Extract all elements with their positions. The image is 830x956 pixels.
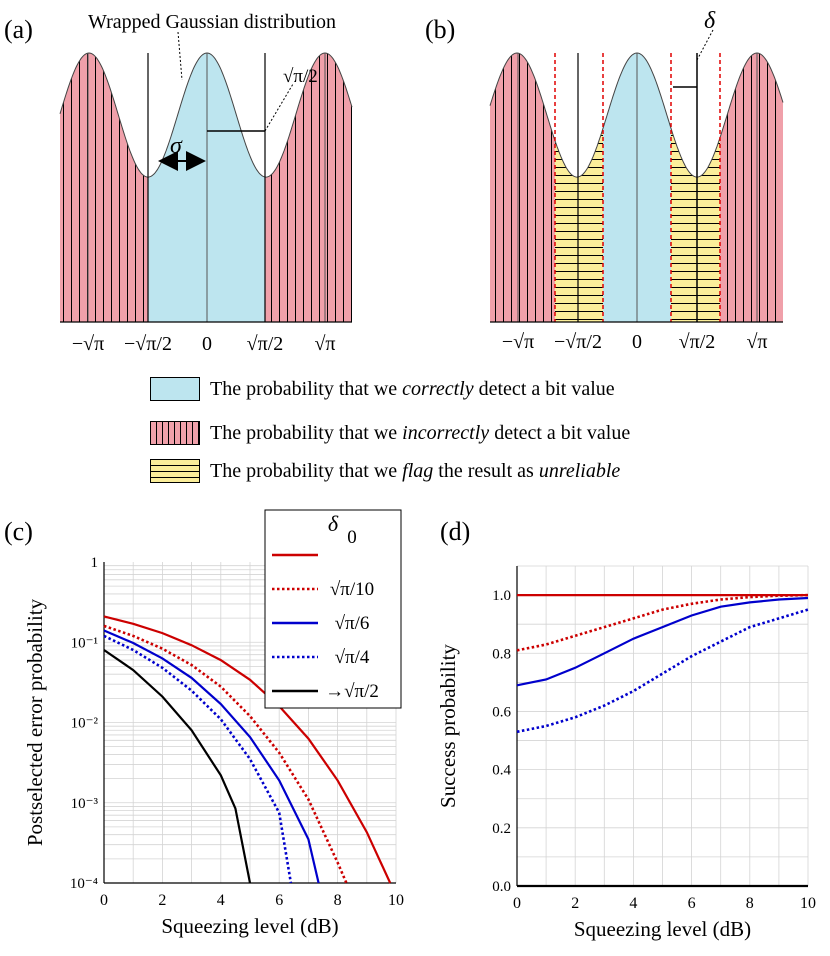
legend-flag-pre: The probability that we <box>210 459 398 482</box>
x-tick-label: 10 <box>388 892 404 909</box>
y-tick-label: 10⁻¹ <box>71 635 98 651</box>
delta-legend: δ 0 √π/10 √π/6 √π/4 →√π/2 <box>264 509 402 709</box>
delta-legend-label-2: √π/6 <box>335 613 370 634</box>
tick-a-0: −√π <box>72 333 104 355</box>
series-line-2 <box>103 629 320 884</box>
legend-incorrect-em: incorrectly <box>402 421 490 444</box>
tick-a-3: √π/2 <box>247 333 284 355</box>
legend-incorrect-post: detect a bit value <box>494 421 631 444</box>
panel-a-ticks: −√π −√π/2 0 √π/2 √π <box>72 333 336 355</box>
y-tick-label: 0.4 <box>492 763 511 779</box>
x-tick-label: 0 <box>100 892 108 909</box>
panel-b: (b) δ −√π −√π/2 0 √π/2 √π <box>425 8 784 353</box>
x-tick-label: 8 <box>334 892 342 909</box>
legend-correct: The probability that we correctly detect… <box>150 374 615 404</box>
x-axis-label: Squeezing level (dB) <box>161 914 338 938</box>
panel-d: (d) 0 2 4 6 8 10 0.0 0.2 0.4 0.6 0.8 1.0 Squeezing l… <box>436 517 816 941</box>
tick-b-1: −√π/2 <box>554 331 602 353</box>
incorrect-region <box>60 53 352 322</box>
panel-d-label: (d) <box>440 517 470 546</box>
gaussian-curve <box>59 52 353 178</box>
y-tick-label: 1.0 <box>492 588 511 604</box>
x-tick-label: 4 <box>629 895 637 912</box>
y-tick-label: 10⁻³ <box>71 796 99 812</box>
series-line-3 <box>516 608 809 734</box>
panel-a: (a) Wrapped Gaussian distribution √π/2 σ… <box>4 11 353 355</box>
chart-c: 0 2 4 6 8 10 1 10⁻¹ 10⁻² 10⁻³ 10⁻⁴ Squeezing level … <box>23 555 404 938</box>
legend-correct-post: detect a bit value <box>478 377 615 400</box>
tick-a-4: √π <box>314 333 335 355</box>
delta-legend-title: δ <box>328 511 339 536</box>
x-tick-label: 0 <box>513 895 521 912</box>
half-leader <box>264 83 294 132</box>
legend-flag-em: flag <box>402 459 434 482</box>
delta-legend-label-1: √π/10 <box>330 579 374 600</box>
sigma-label: σ <box>170 133 183 159</box>
series-line-4 <box>103 649 252 884</box>
delta-legend-label-3: √π/4 <box>335 647 370 668</box>
series-line-1 <box>516 593 809 652</box>
y-tick-label: 10⁻⁴ <box>70 876 98 892</box>
panel-a-title: Wrapped Gaussian distribution <box>88 11 336 33</box>
legend-swatch-incorrect <box>150 421 200 445</box>
x-tick-label: 2 <box>571 895 579 912</box>
legend-incorrect-pre: The probability that we <box>210 421 398 444</box>
panel-b-ticks: −√π −√π/2 0 √π/2 √π <box>502 331 768 353</box>
panel-c: (c) 0 2 4 6 8 10 1 10⁻¹ 10⁻² 10⁻³ 10⁻⁴ Squeezing le… <box>4 517 404 938</box>
tick-b-0: −√π <box>502 331 534 353</box>
legend-flag-em2: unreliable <box>538 459 621 482</box>
series-line-1 <box>103 624 348 884</box>
panel-b-label: (b) <box>425 15 455 44</box>
y-tick-label: 0.6 <box>492 704 511 720</box>
panel-a-label: (a) <box>4 15 33 44</box>
delta-legend-label-0: 0 <box>347 527 357 548</box>
y-tick-label: 0.8 <box>492 646 511 662</box>
tick-b-3: √π/2 <box>679 331 716 353</box>
y-tick-label: 10⁻² <box>71 716 99 732</box>
delta-leader <box>696 29 714 61</box>
legend-correct-pre: The probability that we <box>210 377 398 400</box>
title-leader <box>177 31 183 81</box>
tick-a-2: 0 <box>202 333 212 355</box>
legend-incorrect: The probability that we incorrectly dete… <box>150 418 630 448</box>
y-axis-label: Postselected error probability <box>23 598 47 846</box>
panel-a-gridlines <box>87 53 326 322</box>
delta-legend-box <box>264 509 402 709</box>
delta-label: δ <box>704 8 716 34</box>
tick-b-2: 0 <box>632 331 642 353</box>
panel-b-gridlines <box>517 53 758 322</box>
x-tick-label: 2 <box>158 892 166 909</box>
tick-b-4: √π <box>746 331 767 353</box>
x-tick-label: 4 <box>217 892 225 909</box>
x-axis-label: Squeezing level (dB) <box>574 917 751 941</box>
chart-d: 0 2 4 6 8 10 0.0 0.2 0.4 0.6 0.8 1.0 Squeezing level… <box>436 565 816 941</box>
series-line-0 <box>103 615 392 884</box>
x-tick-label: 6 <box>688 895 696 912</box>
legend-swatch-flag <box>150 459 200 483</box>
legend-flag-post: the result as <box>438 459 534 482</box>
y-tick-label: 0.2 <box>492 821 511 837</box>
legend-swatch-correct <box>150 377 200 401</box>
x-tick-label: 6 <box>275 892 283 909</box>
legend-flag: The probability that we flag the result … <box>150 456 620 486</box>
x-tick-label: 8 <box>746 895 754 912</box>
legend-correct-em: correctly <box>402 377 474 400</box>
delta-legend-label-4: →√π/2 <box>325 681 379 702</box>
y-tick-label: 0.0 <box>492 879 511 895</box>
panel-c-label: (c) <box>4 517 33 546</box>
y-tick-label: 1 <box>91 555 99 571</box>
half-label: √π/2 <box>283 66 318 87</box>
x-tick-label: 10 <box>800 895 816 912</box>
incorrect-region <box>490 53 783 322</box>
tick-a-1: −√π/2 <box>124 333 172 355</box>
series-line-2 <box>516 596 809 687</box>
flag-region <box>555 128 720 322</box>
y-axis-label: Success probability <box>436 644 460 808</box>
